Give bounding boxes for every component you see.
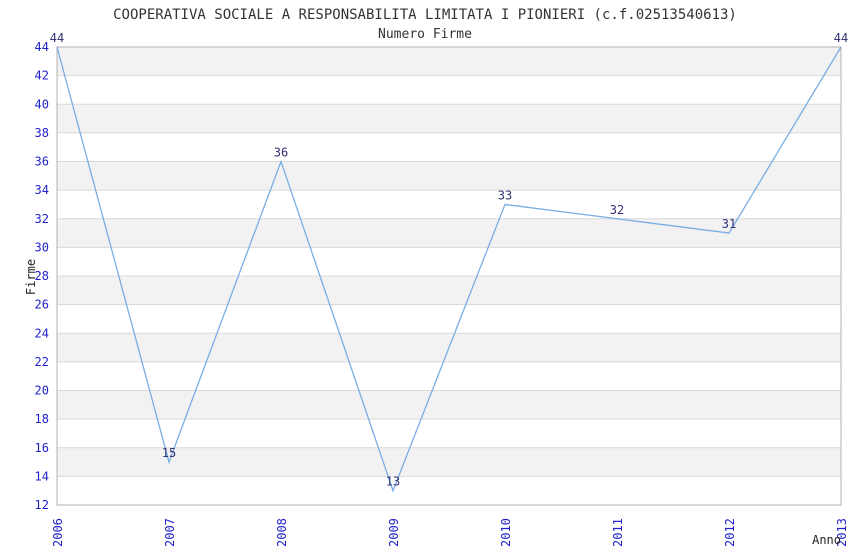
y-tick-label: 24 [35,326,49,340]
point-label: 13 [386,475,400,489]
grid-band [57,47,841,76]
y-tick-label: 22 [35,355,49,369]
y-tick-label: 20 [35,384,49,398]
y-tick-label: 18 [35,412,49,426]
y-tick-label: 34 [35,183,49,197]
grid-band [57,390,841,420]
grid-band [57,161,841,191]
chart-subtitle: Numero Firme [378,27,472,42]
y-tick-label: 16 [35,441,49,455]
point-label: 33 [498,188,512,202]
x-tick-label: 2007 [163,518,177,547]
y-tick-label: 12 [35,498,49,512]
y-tick-label: 32 [35,212,49,226]
point-label: 32 [610,203,624,217]
x-tick-label: 2008 [275,518,289,547]
y-axis-title: Firme [24,258,38,296]
grid-band [57,218,841,248]
y-tick-label: 44 [35,40,49,54]
x-axis-title: Anno [812,533,841,547]
x-tick-label: 2006 [51,518,65,547]
point-label: 36 [274,146,288,160]
grid-band [57,447,841,477]
x-tick-label: 2012 [723,518,737,547]
grid-band [57,104,841,133]
x-tick-label: 2010 [499,518,513,547]
x-tick-label: 2013 [835,518,849,547]
data-line [56,46,842,493]
x-tick-label: 2009 [387,518,401,547]
y-tick-label: 26 [35,298,49,312]
point-label: 15 [162,446,176,460]
chart-title: COOPERATIVA SOCIALE A RESPONSABILITA LIM… [113,7,737,23]
y-tick-label: 36 [35,155,49,169]
y-tick-label: 30 [35,240,49,254]
point-label: 31 [722,217,736,231]
y-tick-label: 38 [35,126,49,140]
y-tick-label: 40 [35,97,49,111]
y-tick-label: 14 [35,469,49,483]
y-tick-label: 42 [35,69,49,83]
y-tick-label: 28 [35,269,49,283]
plot-border [56,46,842,506]
grid-band [57,276,841,305]
x-tick-label: 2011 [611,518,625,547]
point-label: 44 [834,31,848,45]
point-label: 44 [50,31,64,45]
